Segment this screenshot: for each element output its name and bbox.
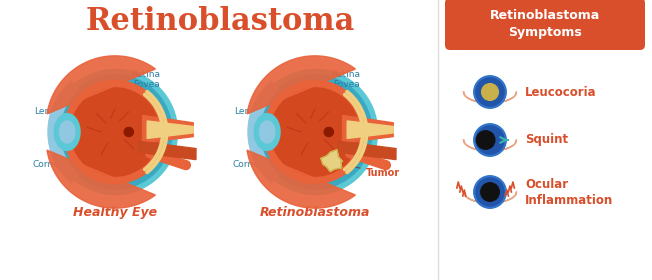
Text: Retina: Retina — [131, 71, 160, 86]
Circle shape — [474, 124, 506, 156]
Circle shape — [477, 131, 495, 149]
Text: Tumor: Tumor — [336, 161, 400, 178]
Circle shape — [252, 69, 378, 195]
Polygon shape — [138, 141, 196, 160]
Polygon shape — [321, 150, 342, 171]
Circle shape — [324, 127, 333, 137]
Circle shape — [474, 176, 506, 208]
Circle shape — [124, 127, 134, 137]
Polygon shape — [247, 150, 355, 208]
Text: Squint: Squint — [525, 134, 568, 146]
Circle shape — [474, 76, 506, 108]
Circle shape — [482, 84, 498, 100]
Circle shape — [481, 183, 499, 201]
Text: Leucocoria: Leucocoria — [525, 85, 597, 99]
Circle shape — [271, 88, 359, 176]
Polygon shape — [342, 115, 393, 143]
Polygon shape — [47, 150, 155, 208]
Circle shape — [263, 80, 366, 183]
Circle shape — [52, 69, 177, 195]
Text: Healthy Eye: Healthy Eye — [73, 206, 157, 220]
FancyArrowPatch shape — [350, 153, 386, 165]
Polygon shape — [338, 141, 396, 160]
Circle shape — [63, 80, 166, 183]
Ellipse shape — [54, 114, 80, 150]
Text: Fovea: Fovea — [125, 80, 160, 96]
Text: Cornea: Cornea — [232, 155, 265, 169]
Polygon shape — [143, 115, 193, 143]
Text: Fovea: Fovea — [325, 80, 360, 96]
Polygon shape — [247, 56, 355, 114]
Text: Retina: Retina — [331, 71, 361, 86]
Polygon shape — [348, 121, 393, 138]
FancyArrowPatch shape — [150, 153, 186, 165]
Text: Lens: Lens — [234, 107, 267, 130]
Polygon shape — [464, 92, 516, 103]
Polygon shape — [464, 192, 516, 203]
Text: Cornea: Cornea — [32, 155, 65, 169]
Text: Retinoblastoma
Symptoms: Retinoblastoma Symptoms — [490, 9, 600, 39]
Text: Retinoblastoma: Retinoblastoma — [259, 206, 370, 220]
Circle shape — [58, 75, 172, 189]
Polygon shape — [147, 121, 193, 138]
FancyBboxPatch shape — [445, 0, 645, 50]
Circle shape — [71, 88, 159, 176]
Text: Retinoblastoma: Retinoblastoma — [85, 6, 355, 38]
Text: Ocular
Inflammation: Ocular Inflammation — [525, 178, 614, 207]
Polygon shape — [464, 140, 516, 151]
Ellipse shape — [259, 121, 275, 143]
Ellipse shape — [59, 121, 75, 143]
Ellipse shape — [254, 114, 280, 150]
Circle shape — [258, 75, 372, 189]
Text: Lens: Lens — [34, 107, 67, 130]
Polygon shape — [47, 56, 155, 114]
